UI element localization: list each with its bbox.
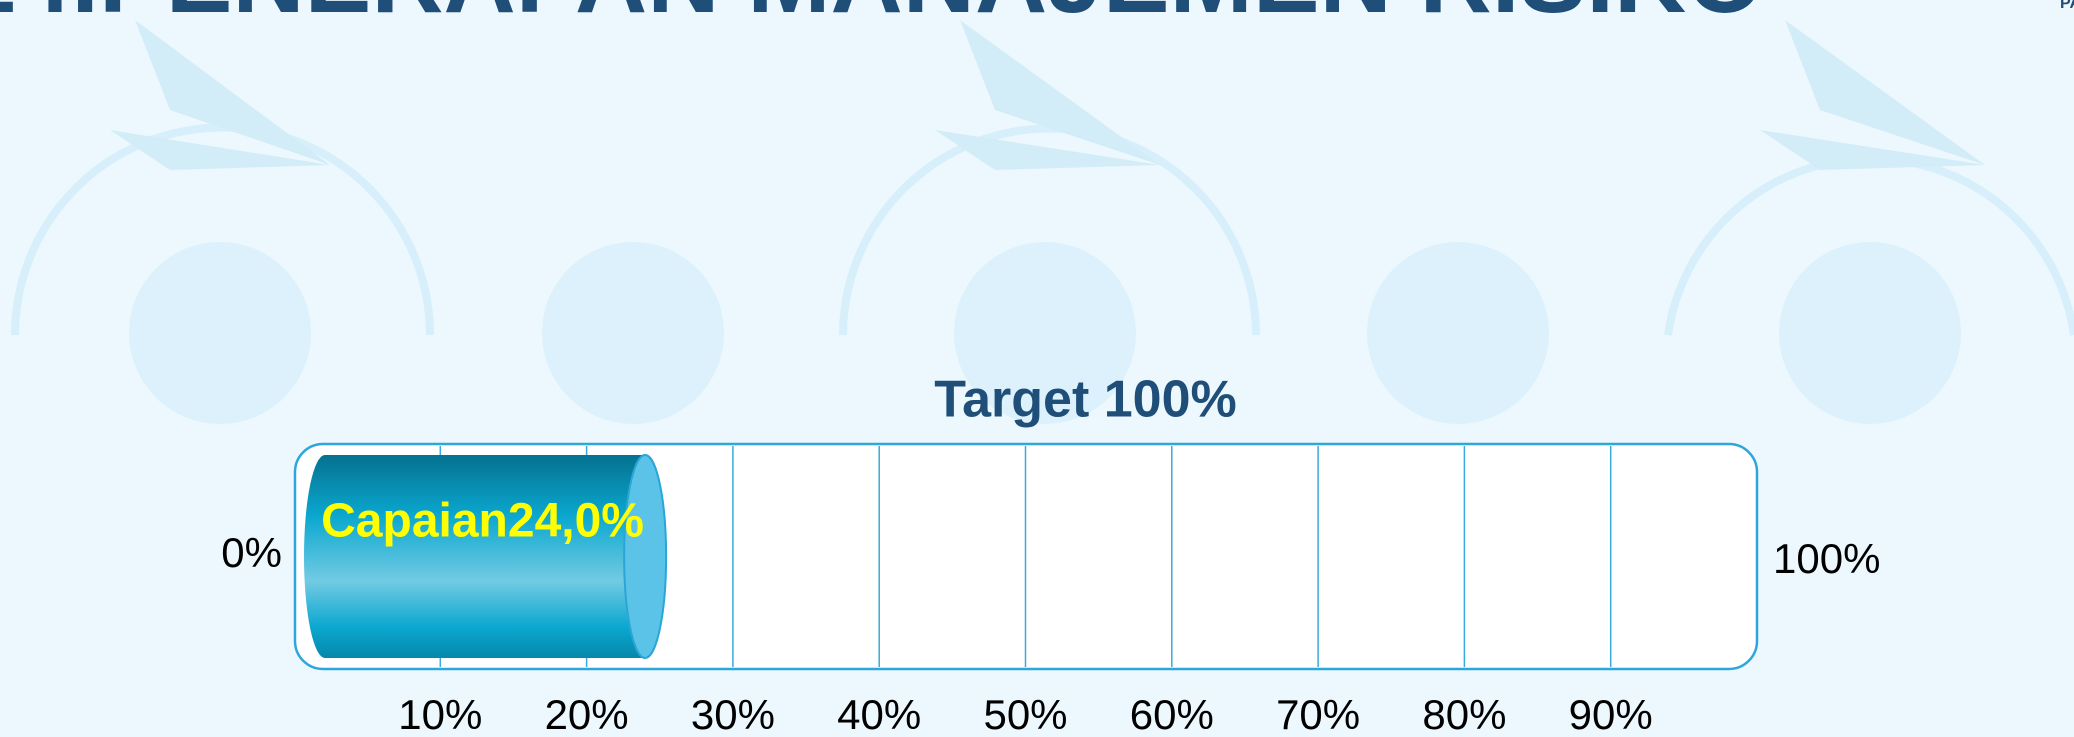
page: {"header": {"title": "14.PENERAPAN MANAJ… xyxy=(0,0,2074,737)
x-tick-label: 20% xyxy=(545,691,629,737)
x-tick-label: 40% xyxy=(837,691,921,737)
slide-title: 14.PENERAPAN MANAJEMEN RISIKO xyxy=(0,0,1764,34)
x-tick-label: 10% xyxy=(398,691,482,737)
x-tick-label: 80% xyxy=(1422,691,1506,737)
x-tick-label: 50% xyxy=(983,691,1067,737)
x-tick-label: 90% xyxy=(1569,691,1653,737)
progress-bar-end xyxy=(624,455,666,658)
x-tick-label: 30% xyxy=(691,691,775,737)
target-label: Target 100% xyxy=(934,371,1237,429)
value-label: Capaian24,0% xyxy=(321,495,644,548)
progress-bar xyxy=(304,455,645,658)
x-tick-label: 100% xyxy=(1773,535,1880,582)
corner-text: PA xyxy=(2060,0,2074,12)
slide: 14.PENERAPAN MANAJEMEN RISIKO PA 0% 10% 20… xyxy=(0,0,2074,737)
x-tick-label: 70% xyxy=(1276,691,1360,737)
x-tick-label: 60% xyxy=(1130,691,1214,737)
x-tick-label: 0% xyxy=(221,529,282,576)
background-decor xyxy=(15,20,2074,424)
